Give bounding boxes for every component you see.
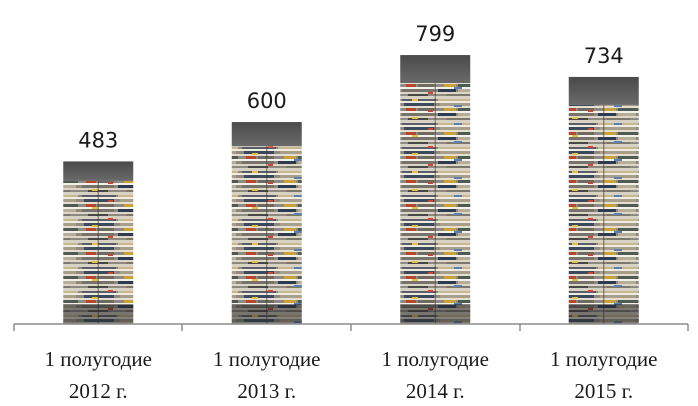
bar-base <box>231 304 302 324</box>
category-label: 1 полугодие <box>45 347 152 371</box>
category-label: 2015 г. <box>574 379 633 403</box>
bar <box>400 55 471 324</box>
category-label: 2013 г. <box>237 379 296 403</box>
bar-top <box>568 76 639 105</box>
bar-base <box>63 304 134 324</box>
bar <box>568 76 639 324</box>
category-label: 2014 г. <box>406 379 465 403</box>
bars-group <box>63 55 639 324</box>
data-label: 799 <box>415 22 455 46</box>
bar-top <box>400 55 471 84</box>
bar <box>231 122 302 324</box>
category-label: 2012 г. <box>69 379 128 403</box>
bar-top <box>231 122 302 147</box>
data-label: 600 <box>247 89 287 113</box>
bar-base <box>400 304 471 324</box>
category-label: 1 полугодие <box>382 347 489 371</box>
category-label: 1 полугодие <box>213 347 320 371</box>
category-label: 1 полугодие <box>550 347 657 371</box>
bar-top <box>63 161 134 181</box>
data-label: 734 <box>584 44 624 68</box>
labels-group: 483 1 полугодие 2012 г. 600 1 полугодие 2013 … <box>45 22 658 403</box>
data-label: 483 <box>78 128 118 152</box>
bar <box>63 161 134 324</box>
bar-base <box>568 304 639 324</box>
